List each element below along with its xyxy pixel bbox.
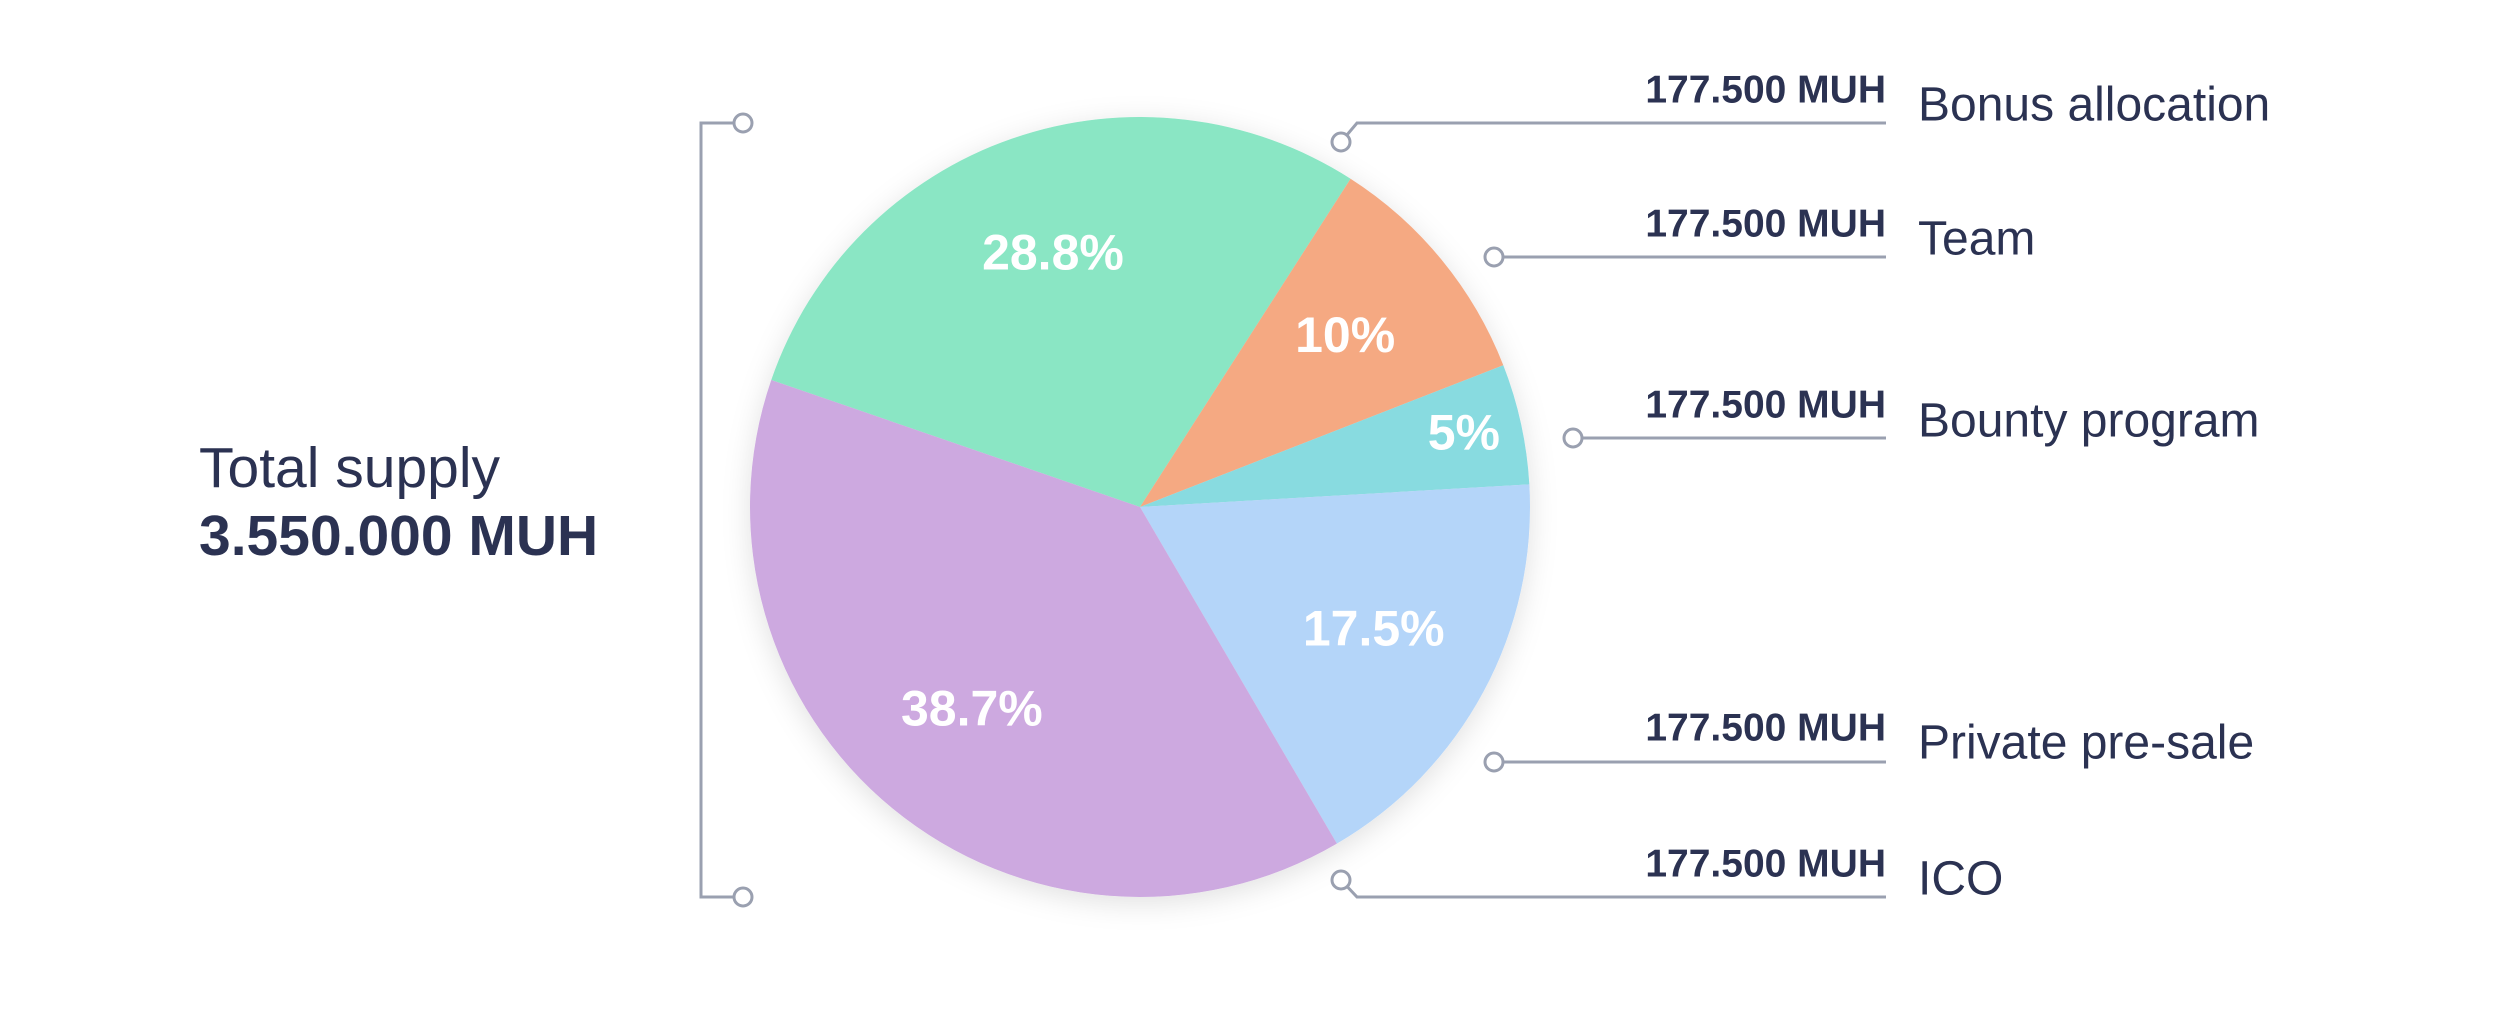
- pie-slice: [771, 117, 1351, 507]
- bracket: [699, 121, 743, 899]
- bracket-end: [732, 112, 754, 134]
- pie-slice: [1140, 178, 1504, 507]
- connector-dot: [1330, 869, 1352, 891]
- callout-amount: 177.500 MUH: [1645, 706, 1886, 749]
- callout-label: Team: [1918, 213, 2035, 266]
- callout-label: Private pre-sale: [1918, 717, 2254, 770]
- connector-dot: [1330, 131, 1352, 153]
- connector-dot: [1483, 751, 1505, 773]
- pie-slice: [749, 380, 1337, 898]
- callout-amount: 177.500 MUH: [1645, 202, 1886, 245]
- callout-amount: 177.500 MUH: [1645, 383, 1886, 426]
- callout-label: ICO: [1918, 853, 2003, 906]
- slice-label: 10%: [1295, 307, 1395, 363]
- pie-slice: [1140, 365, 1530, 507]
- slice-label: 38.7%: [901, 680, 1043, 736]
- total-value: 3.550.000 MUH: [199, 504, 598, 568]
- bracket-end: [732, 886, 754, 908]
- slice-label: 17.5%: [1303, 600, 1445, 656]
- callout-amount: 177.500 MUH: [1645, 842, 1886, 885]
- connector-dot: [1562, 427, 1584, 449]
- callout-label: Bounty program: [1918, 395, 2260, 448]
- pie: [749, 117, 1530, 898]
- total-label: Total supply: [199, 436, 501, 500]
- callout-amount: 177.500 MUH: [1645, 68, 1886, 111]
- slice-label: 5%: [1428, 404, 1500, 460]
- connector-dot: [1483, 246, 1505, 268]
- connector: [1339, 121, 1886, 143]
- callout-label: Bonus allocation: [1918, 79, 2270, 132]
- slice-label: 28.8%: [982, 225, 1124, 281]
- pie-slice: [1140, 484, 1530, 844]
